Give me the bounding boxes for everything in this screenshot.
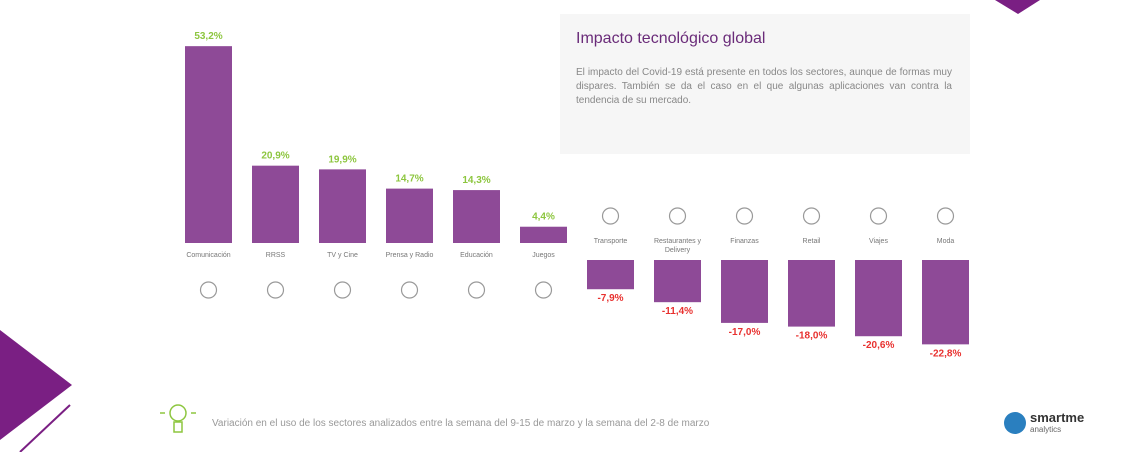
value-label: -11,4% xyxy=(662,306,693,317)
icon xyxy=(936,207,955,225)
icon xyxy=(199,281,218,299)
bar xyxy=(386,188,433,243)
bar xyxy=(721,260,768,323)
bar xyxy=(453,190,500,243)
text-box: Impacto tecnológico global El impacto de… xyxy=(560,14,970,154)
value-label: 14,7% xyxy=(395,174,423,185)
icon xyxy=(601,207,620,225)
decor-line xyxy=(19,404,71,452)
category-label: Transporte xyxy=(593,238,628,245)
logo-icon xyxy=(1004,412,1026,434)
category-label: Comunicación xyxy=(186,252,231,259)
box-title: Impacto tecnológico global xyxy=(576,30,766,47)
value-label: 4,4% xyxy=(532,212,555,223)
icon xyxy=(668,207,687,225)
logo-sub: analytics xyxy=(1030,425,1062,434)
value-label: 53,2% xyxy=(194,31,222,42)
bar xyxy=(319,169,366,243)
decor-top xyxy=(995,0,1040,14)
box-body: El impacto del Covid-19 está presente en… xyxy=(576,67,952,106)
value-label: 20,9% xyxy=(261,151,289,162)
icon xyxy=(266,281,285,299)
value-label: 14,3% xyxy=(462,175,490,186)
value-label: 19,9% xyxy=(328,154,356,165)
bar xyxy=(855,260,902,337)
icon xyxy=(400,281,419,299)
value-label: -7,9% xyxy=(597,293,623,304)
bar xyxy=(252,165,299,243)
bulb-icon xyxy=(160,404,196,433)
category-label: Finanzas xyxy=(730,238,759,245)
category-label: Prensa y Radio xyxy=(385,252,434,259)
icon xyxy=(534,281,553,299)
decor-triangle xyxy=(0,330,72,440)
category-label: Viajes xyxy=(869,238,888,245)
category-label: Retail xyxy=(802,238,821,245)
category-label: Educación xyxy=(460,252,493,259)
bar xyxy=(654,260,701,303)
category-label: RRSS xyxy=(265,252,286,259)
logo-name: smartme xyxy=(1030,410,1085,425)
bar xyxy=(922,260,969,345)
icon xyxy=(333,281,352,299)
category-label: Moda xyxy=(936,238,955,245)
category-label: Restaurantes y Delivery xyxy=(653,238,702,254)
bar xyxy=(788,260,835,327)
icon xyxy=(869,207,888,225)
icon xyxy=(735,207,754,225)
bar xyxy=(520,226,567,243)
bar xyxy=(587,260,634,290)
icon xyxy=(467,281,486,299)
category-label: TV y Cine xyxy=(327,252,358,259)
bar xyxy=(185,46,232,243)
value-label: -20,6% xyxy=(863,340,895,351)
value-label: -22,8% xyxy=(930,348,962,359)
value-label: -17,0% xyxy=(729,327,761,338)
category-label: Juegos xyxy=(532,252,555,259)
caption: Variación en el uso de los sectores anal… xyxy=(212,418,710,429)
icon xyxy=(802,207,821,225)
value-label: -18,0% xyxy=(796,331,828,342)
